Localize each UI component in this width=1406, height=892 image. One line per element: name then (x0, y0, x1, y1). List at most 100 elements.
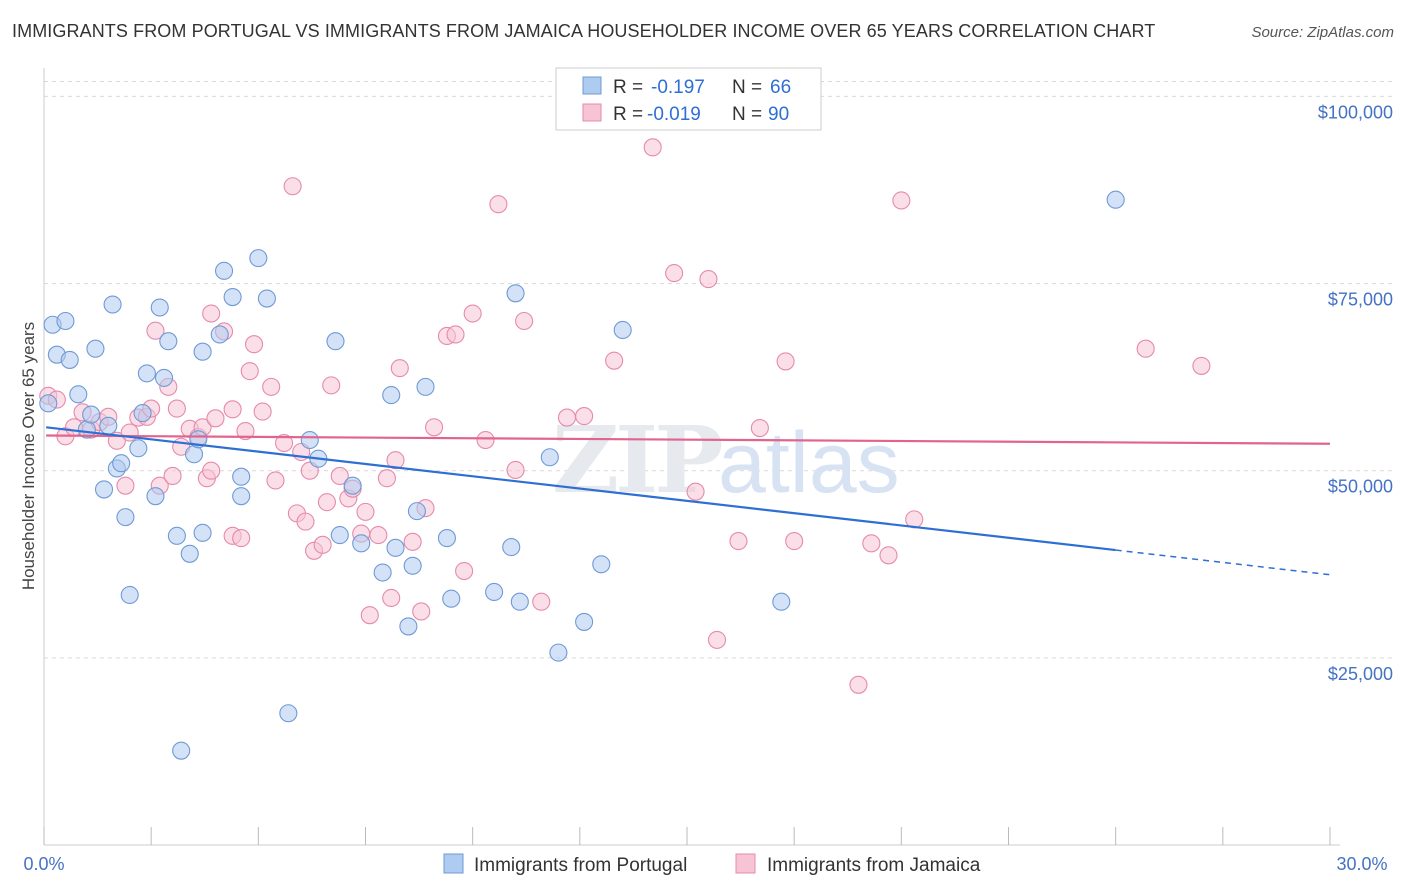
data-point-jamaica (330, 466, 349, 486)
data-point-portugal (437, 529, 456, 548)
y-axis-tick-labels: $25,000 $50,000 $75,000 $100,000 (1318, 102, 1393, 683)
data-point-portugal (193, 342, 212, 361)
data-point-jamaica (244, 335, 264, 354)
data-point-jamaica (605, 351, 624, 370)
data-point-jamaica (446, 325, 465, 344)
axes (43, 68, 1340, 846)
data-point-portugal (352, 534, 371, 553)
data-point-jamaica (317, 493, 336, 512)
stats-box: R = -0.197 N = 66 R = -0.019 N = 90 (555, 67, 822, 131)
data-point-jamaica (163, 466, 182, 486)
data-point-portugal (232, 467, 251, 486)
data-point-jamaica (849, 675, 868, 694)
data-point-jamaica (356, 502, 375, 521)
stats-n-label-jamaica: N = (732, 104, 762, 125)
data-point-jamaica (253, 402, 272, 421)
data-point-jamaica (206, 409, 225, 428)
data-point-portugal (575, 612, 594, 631)
data-point-jamaica (532, 592, 551, 611)
data-point-portugal (442, 589, 461, 608)
data-point-jamaica (232, 529, 251, 548)
data-point-portugal (150, 298, 169, 317)
data-point-jamaica (862, 534, 881, 553)
data-point-jamaica (223, 400, 242, 419)
data-point-jamaica (575, 407, 594, 426)
stats-r-label-portugal: R = (613, 77, 643, 98)
stats-r-label-jamaica: R = (613, 104, 643, 125)
data-point-portugal (403, 556, 422, 575)
data-point-portugal (99, 416, 118, 435)
data-point-portugal (485, 582, 504, 602)
data-point-jamaica (515, 311, 534, 331)
data-point-portugal (257, 289, 276, 308)
data-point-portugal (129, 439, 148, 458)
data-point-jamaica (892, 191, 911, 210)
data-point-jamaica (296, 512, 315, 531)
data-point-jamaica (707, 630, 727, 649)
series-portugal-points (39, 190, 1125, 760)
data-point-jamaica (202, 461, 221, 480)
stats-n-label-portugal: N = (732, 77, 762, 98)
data-point-portugal (154, 368, 174, 387)
data-point-jamaica (489, 195, 508, 214)
data-point-jamaica (360, 606, 379, 625)
watermark: ZIP atlas (552, 406, 900, 514)
data-point-jamaica (377, 469, 396, 488)
data-point-portugal (407, 502, 426, 521)
data-point-portugal (159, 332, 178, 351)
data-point-jamaica (322, 376, 341, 395)
y-tick-label: $50,000 (1328, 477, 1393, 497)
data-point-jamaica (382, 588, 401, 608)
data-point-jamaica (167, 399, 186, 418)
data-point-portugal (416, 377, 435, 396)
data-point-portugal (146, 487, 165, 506)
data-point-jamaica (283, 177, 302, 196)
data-point-portugal (1106, 190, 1125, 209)
data-point-portugal (56, 311, 75, 331)
data-point-jamaica (403, 532, 422, 551)
legend-item-portugal[interactable]: Immigrants from Portugal (443, 853, 687, 876)
data-point-portugal (502, 538, 521, 557)
data-point-portugal (772, 592, 791, 611)
data-point-portugal (39, 394, 58, 413)
data-point-jamaica (455, 561, 474, 581)
data-point-jamaica (776, 352, 795, 371)
y-tick-label: $75,000 (1328, 290, 1393, 310)
data-point-portugal (613, 320, 632, 340)
data-point-jamaica (266, 471, 285, 490)
data-point-portugal (249, 249, 268, 268)
data-point-portugal (86, 339, 105, 358)
data-point-portugal (210, 325, 229, 344)
data-point-portugal (180, 544, 199, 563)
data-point-portugal (133, 404, 152, 423)
data-point-portugal (300, 430, 319, 450)
x-axis-ticks (43, 827, 1331, 845)
data-point-portugal (506, 284, 525, 303)
trend-lines (46, 426, 1331, 576)
legend-swatch-portugal (443, 853, 464, 874)
data-point-portugal (184, 445, 204, 464)
stats-swatch-jamaica (582, 103, 602, 122)
stats-r-value-portugal: -0.197 (651, 77, 705, 98)
legend-item-jamaica[interactable]: Immigrants from Jamaica (735, 853, 981, 876)
data-point-portugal (549, 643, 568, 662)
x-tick-label-min: 0.0% (23, 854, 64, 874)
data-point-portugal (193, 523, 212, 542)
data-point-jamaica (750, 418, 769, 438)
data-point-portugal (112, 454, 131, 473)
y-tick-label: $100,000 (1318, 102, 1393, 122)
data-point-jamaica (146, 321, 165, 340)
legend-label-portugal: Immigrants from Portugal (474, 855, 687, 876)
data-point-portugal (214, 261, 234, 280)
data-point-portugal (326, 332, 345, 351)
data-point-portugal (120, 585, 139, 605)
data-point-jamaica (202, 304, 221, 323)
data-point-portugal (373, 563, 392, 582)
stats-n-value-jamaica: 90 (768, 104, 789, 125)
data-point-jamaica (643, 138, 662, 157)
data-point-jamaica (699, 270, 718, 289)
data-point-portugal (167, 526, 186, 545)
data-point-portugal (60, 350, 79, 369)
data-point-portugal (386, 538, 405, 557)
